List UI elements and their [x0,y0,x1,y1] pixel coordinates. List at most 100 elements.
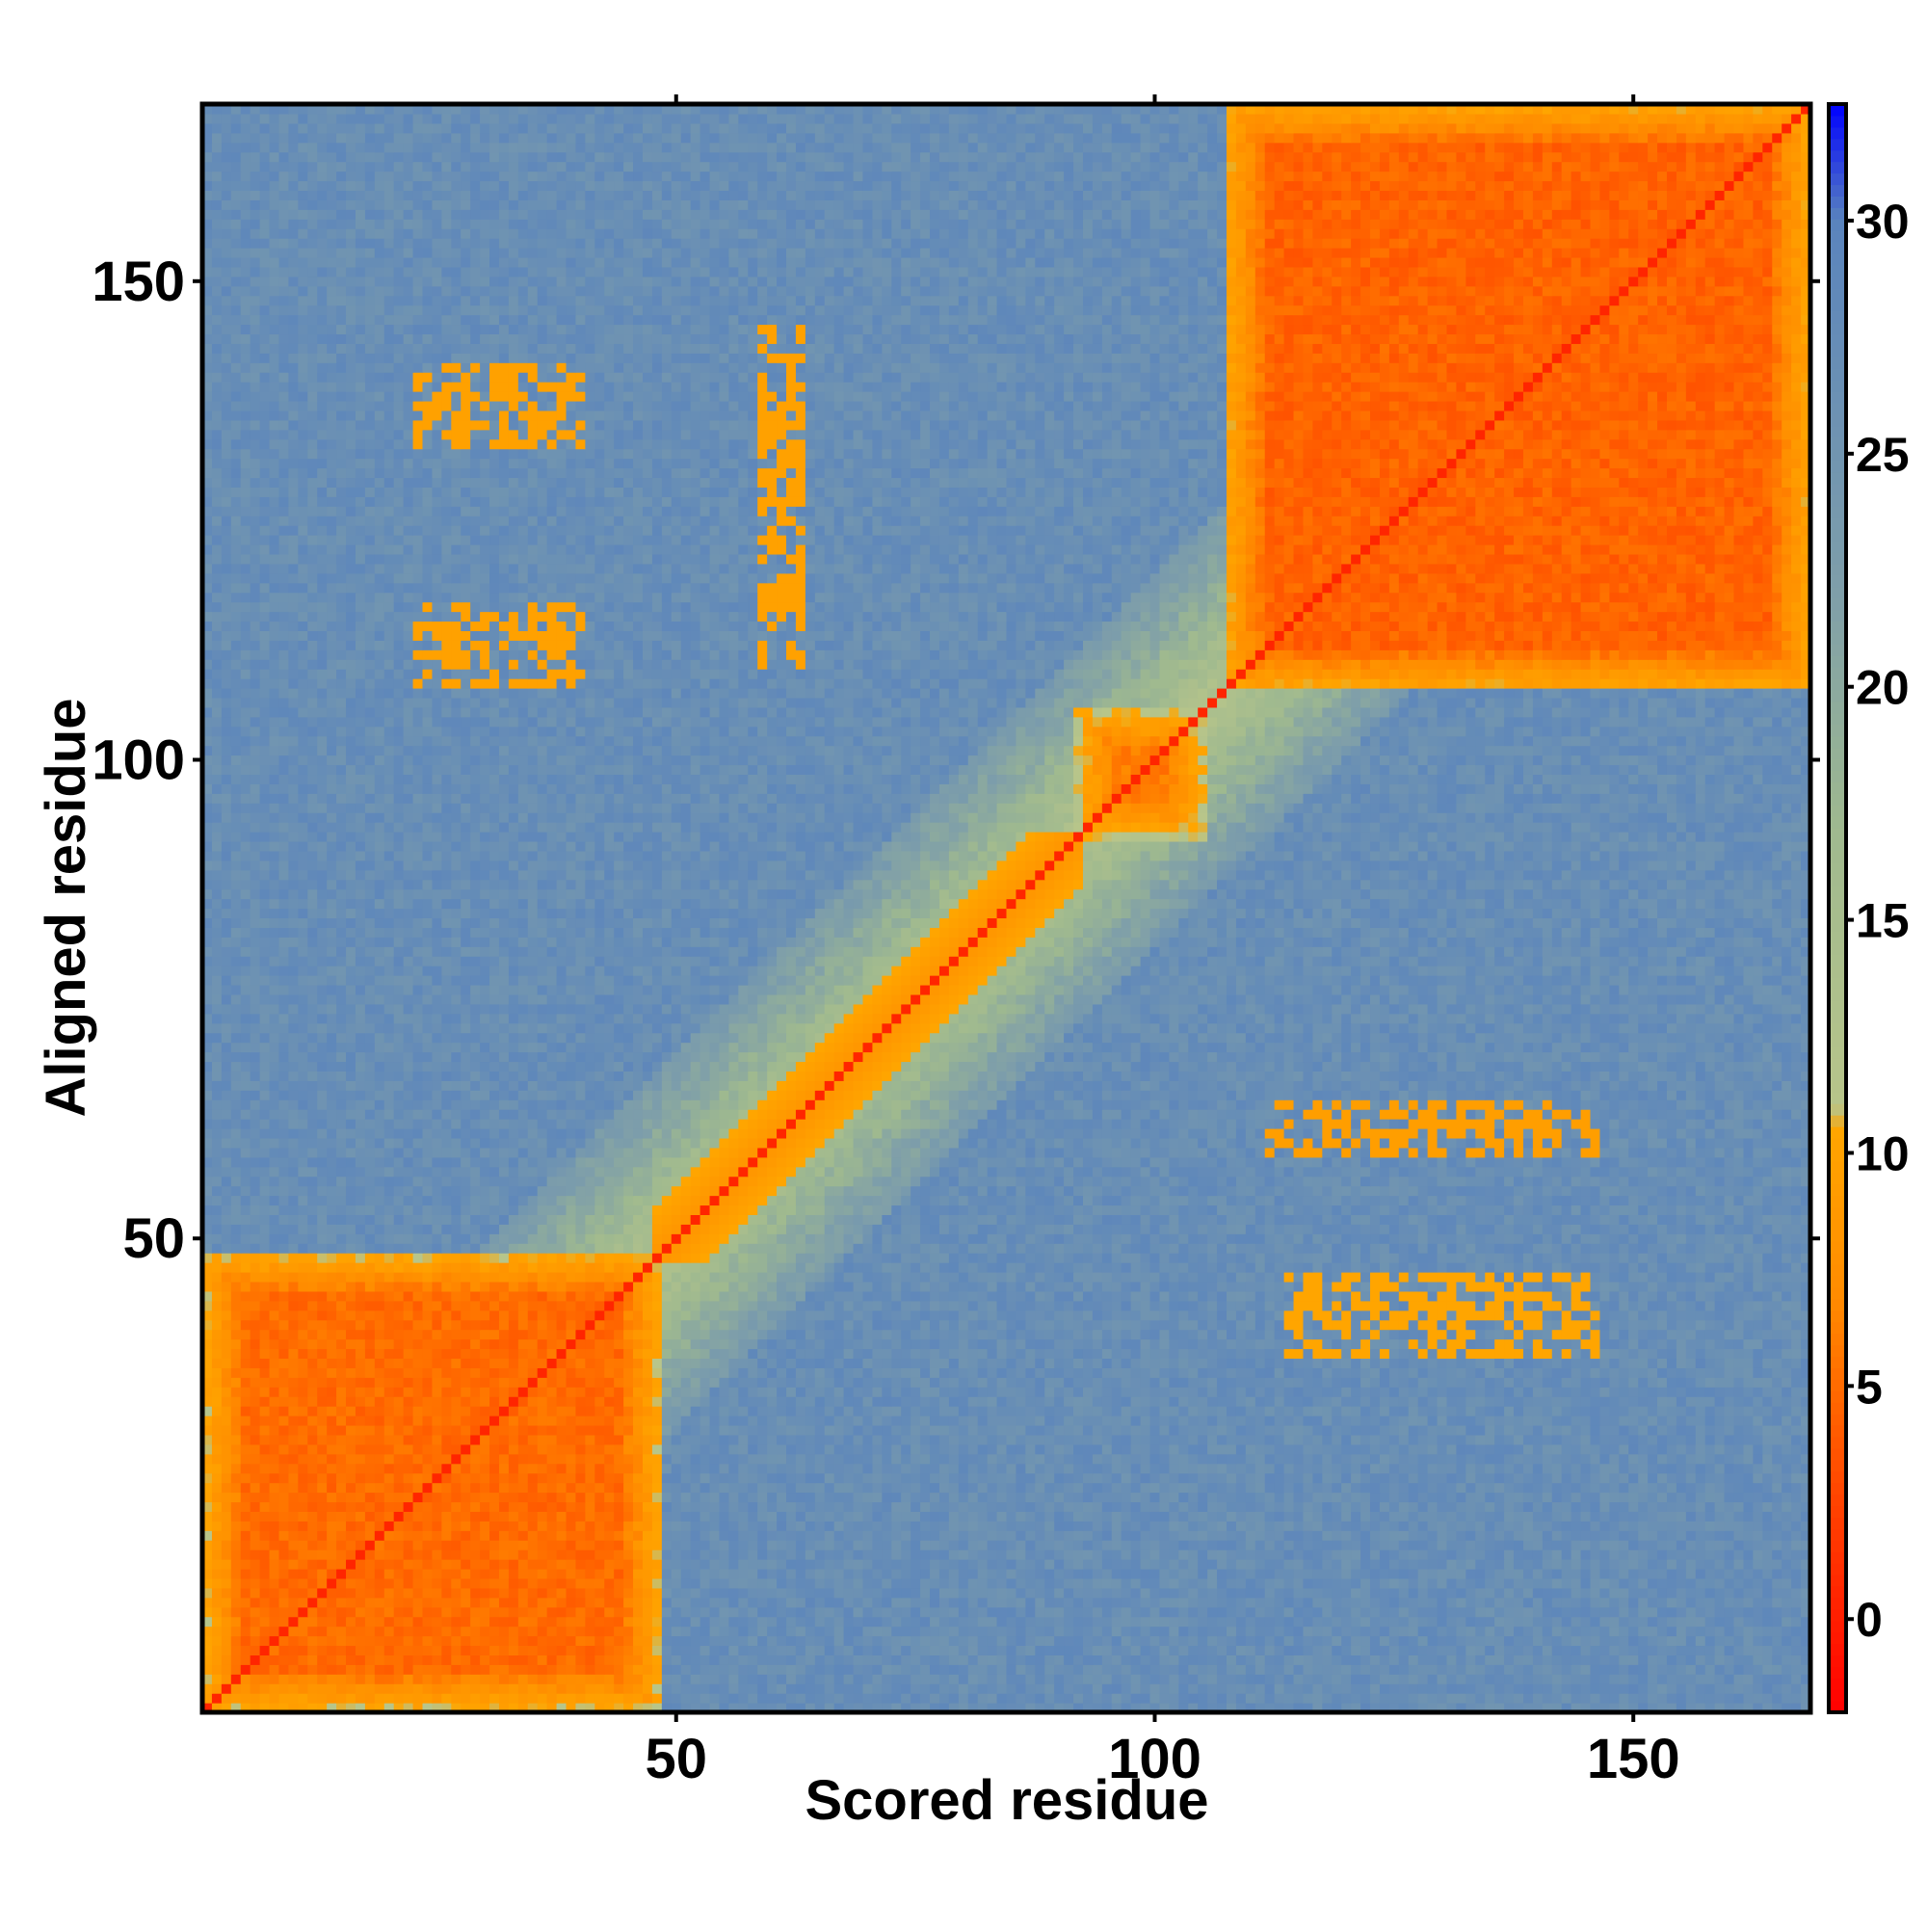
heatmap-cell [567,1674,577,1684]
heatmap-cell [777,1501,787,1512]
heatmap-cell [920,1511,931,1522]
heatmap-cell [728,1483,739,1494]
heatmap-cell [1035,1425,1045,1436]
heatmap-cell [691,1693,701,1704]
heatmap-cell [260,1654,271,1665]
heatmap-cell [1791,1559,1802,1570]
heatmap-cell [499,1607,510,1618]
heatmap-cell [441,1425,452,1436]
heatmap-cell [241,1617,251,1628]
heatmap-cell [260,1598,271,1608]
heatmap-cell [652,1645,663,1655]
heatmap-cell [1198,1654,1208,1665]
heatmap-cell [1112,1683,1122,1694]
heatmap-cell [356,1559,366,1570]
heatmap-cell [317,1483,328,1494]
heatmap-cell [1552,1530,1563,1541]
heatmap-cell [1255,1645,1266,1655]
heatmap-cell [911,1578,921,1589]
heatmap-cell [738,1607,749,1618]
heatmap-cell [1543,1588,1553,1599]
heatmap-cell [1428,1444,1439,1455]
heatmap-cell [1791,1664,1802,1675]
heatmap-cell [1150,1645,1161,1655]
heatmap-cell [1217,1607,1227,1618]
heatmap-cell [623,1473,634,1484]
heatmap-cell [1312,1521,1323,1531]
heatmap-cell [1772,1444,1782,1455]
heatmap-cell [1705,1473,1716,1484]
heatmap-cell [854,1654,864,1665]
heatmap-cell [1093,1493,1103,1503]
heatmap-cell [1198,1683,1208,1694]
heatmap-cell [1562,1444,1572,1455]
heatmap-cell [384,1664,395,1675]
heatmap-cell [997,1511,1008,1522]
heatmap-cell [288,1664,299,1675]
heatmap-cell [815,1511,826,1522]
heatmap-cell [1562,1664,1572,1675]
heatmap-cell [461,1617,471,1628]
heatmap-cell [1591,1435,1601,1445]
heatmap-cell [518,1483,529,1494]
heatmap-cell [270,1674,280,1684]
heatmap-cell [662,1501,673,1512]
heatmap-cell [1294,1540,1305,1550]
heatmap-cell [1628,1444,1639,1455]
heatmap-cell [1475,1521,1486,1531]
heatmap-cell [796,1645,806,1655]
heatmap-cell [509,1664,519,1675]
heatmap-cell [1141,1617,1151,1628]
heatmap-cell [1465,1569,1476,1579]
heatmap-cell [643,1636,653,1647]
heatmap-cell [872,1511,883,1522]
heatmap-cell [901,1549,911,1560]
heatmap-cell [949,1559,960,1570]
heatmap-cell [1715,1683,1726,1694]
heatmap-cell [1198,1473,1208,1484]
heatmap-cell [461,1578,471,1589]
heatmap-cell [1571,1473,1582,1484]
heatmap-cell [988,1435,998,1445]
heatmap-cell [1715,1588,1726,1599]
heatmap-cell [375,1493,385,1503]
heatmap-cell [1246,1464,1256,1474]
heatmap-cell [728,1627,739,1637]
heatmap-cell [1064,1636,1074,1647]
heatmap-cell [1255,1473,1266,1484]
heatmap-cell [939,1464,950,1474]
heatmap-cell [939,1549,950,1560]
heatmap-cell [1465,1559,1476,1570]
heatmap-cell [1418,1549,1429,1560]
heatmap-cell [1475,1530,1486,1541]
heatmap-cell [585,1493,595,1503]
heatmap-cell [1217,1464,1227,1474]
heatmap-cell [528,1454,539,1465]
heatmap-cell [270,1636,280,1647]
heatmap-cell [1504,1693,1515,1704]
heatmap-cell [719,1674,729,1684]
heatmap-cell [1734,1683,1745,1694]
heatmap-cell [920,1569,931,1579]
heatmap-cell [786,1636,797,1647]
heatmap-cell [509,1511,519,1522]
heatmap-cell [1418,1627,1429,1637]
heatmap-cell [451,1559,462,1570]
heatmap-cell [1093,1521,1103,1531]
heatmap-cell [307,1627,318,1637]
heatmap-cell [432,1454,442,1465]
heatmap-cell [623,1501,634,1512]
heatmap-cell [1131,1444,1142,1455]
heatmap-cell [1533,1693,1544,1704]
heatmap-cell [1246,1540,1256,1550]
heatmap-cell [356,1693,366,1704]
heatmap-cell [623,1464,634,1474]
heatmap-cell [451,1511,462,1522]
heatmap-cell [375,1607,385,1618]
heatmap-cell [672,1636,682,1647]
heatmap-cell [1007,1444,1017,1455]
heatmap-cell [1715,1693,1726,1704]
heatmap-cell [633,1578,644,1589]
heatmap-cell [1667,1473,1677,1484]
heatmap-cell [1465,1493,1476,1503]
